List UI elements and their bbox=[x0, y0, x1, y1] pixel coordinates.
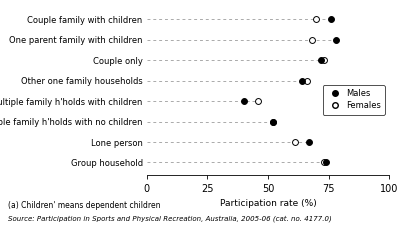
Point bbox=[270, 120, 276, 123]
Point bbox=[318, 58, 324, 62]
Point bbox=[270, 120, 276, 123]
Point bbox=[306, 140, 312, 144]
Text: Source: Participation in Sports and Physical Recreation, Australia, 2005-06 (cat: Source: Participation in Sports and Phys… bbox=[8, 216, 331, 222]
Point bbox=[308, 38, 315, 41]
Point bbox=[291, 140, 298, 144]
Point bbox=[333, 38, 339, 41]
Point bbox=[313, 17, 320, 21]
Text: (a) Children' means dependent children: (a) Children' means dependent children bbox=[8, 201, 160, 210]
X-axis label: Participation rate (%): Participation rate (%) bbox=[220, 199, 316, 208]
Point bbox=[299, 79, 305, 82]
Point bbox=[320, 58, 327, 62]
Point bbox=[323, 161, 329, 164]
Point bbox=[304, 79, 310, 82]
Point bbox=[320, 161, 327, 164]
Point bbox=[241, 99, 247, 103]
Point bbox=[255, 99, 262, 103]
Legend: Males, Females: Males, Females bbox=[322, 85, 385, 115]
Point bbox=[328, 17, 334, 21]
